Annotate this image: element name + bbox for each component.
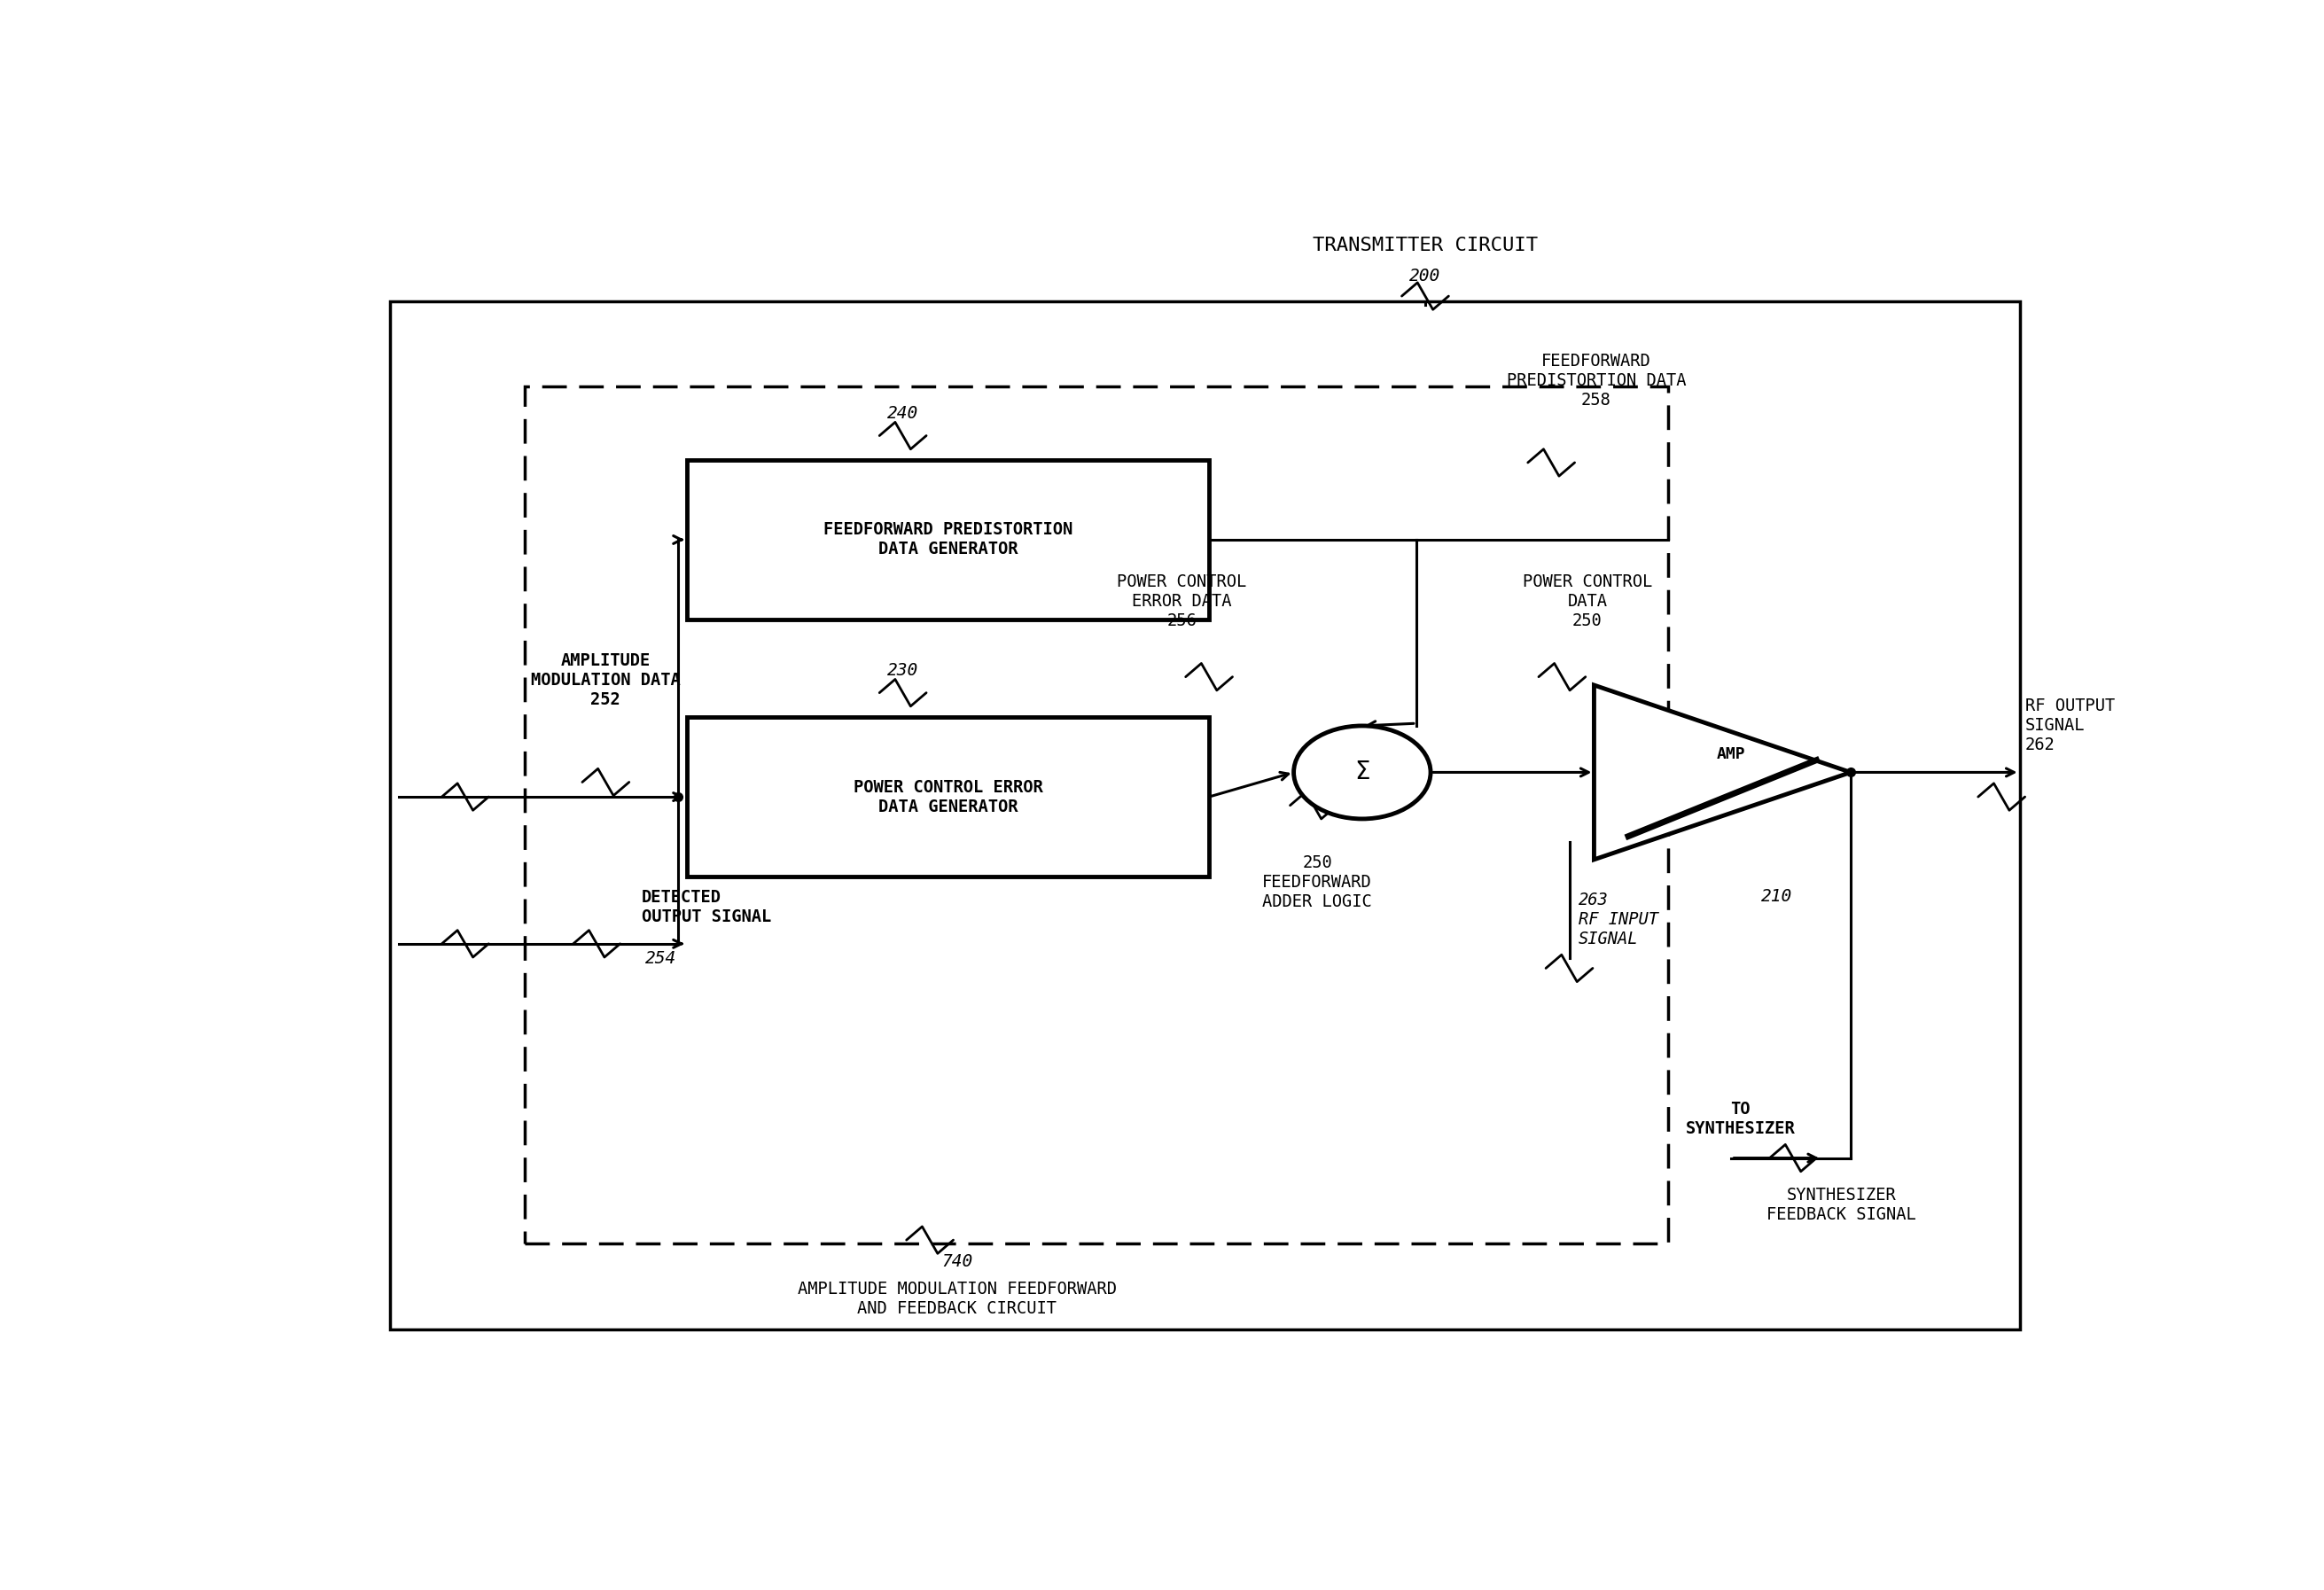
- Text: TRANSMITTER CIRCUIT: TRANSMITTER CIRCUIT: [1313, 237, 1538, 254]
- Text: POWER CONTROL
ERROR DATA
256: POWER CONTROL ERROR DATA 256: [1118, 572, 1248, 630]
- Text: FEEDFORWARD PREDISTORTION
DATA GENERATOR: FEEDFORWARD PREDISTORTION DATA GENERATOR: [823, 522, 1074, 558]
- Text: 210: 210: [1762, 887, 1792, 905]
- Text: POWER CONTROL ERROR
DATA GENERATOR: POWER CONTROL ERROR DATA GENERATOR: [853, 779, 1043, 816]
- Text: SYNTHESIZER
FEEDBACK SIGNAL: SYNTHESIZER FEEDBACK SIGNAL: [1766, 1186, 1917, 1223]
- Bar: [525, 386, 1669, 1243]
- Text: 230: 230: [888, 663, 918, 679]
- Text: AMPLITUDE MODULATION FEEDFORWARD
AND FEEDBACK CIRCUIT: AMPLITUDE MODULATION FEEDFORWARD AND FEE…: [797, 1280, 1116, 1317]
- Text: AMP: AMP: [1717, 746, 1745, 762]
- Polygon shape: [1594, 685, 1850, 860]
- Text: 740: 740: [941, 1253, 971, 1270]
- Circle shape: [1294, 725, 1432, 819]
- Text: AMPLITUDE
MODULATION DATA
252: AMPLITUDE MODULATION DATA 252: [530, 652, 681, 709]
- Text: FEEDFORWARD
PREDISTORTION DATA
258: FEEDFORWARD PREDISTORTION DATA 258: [1506, 353, 1685, 409]
- Text: RF OUTPUT
SIGNAL
262: RF OUTPUT SIGNAL 262: [2024, 698, 2115, 754]
- Text: TO
SYNTHESIZER: TO SYNTHESIZER: [1685, 1100, 1794, 1137]
- Text: 240: 240: [888, 405, 918, 421]
- Text: 254: 254: [646, 949, 676, 967]
- Text: 200: 200: [1411, 269, 1441, 285]
- Text: DETECTED
OUTPUT SIGNAL: DETECTED OUTPUT SIGNAL: [641, 889, 772, 925]
- Text: 263
RF INPUT
SIGNAL: 263 RF INPUT SIGNAL: [1578, 892, 1657, 948]
- Bar: [688, 717, 1208, 876]
- Bar: [688, 460, 1208, 619]
- Bar: [390, 301, 2020, 1329]
- Text: POWER CONTROL
DATA
250: POWER CONTROL DATA 250: [1522, 572, 1652, 630]
- Text: 250
FEEDFORWARD
ADDER LOGIC: 250 FEEDFORWARD ADDER LOGIC: [1262, 854, 1371, 911]
- Text: $\Sigma$: $\Sigma$: [1355, 760, 1371, 785]
